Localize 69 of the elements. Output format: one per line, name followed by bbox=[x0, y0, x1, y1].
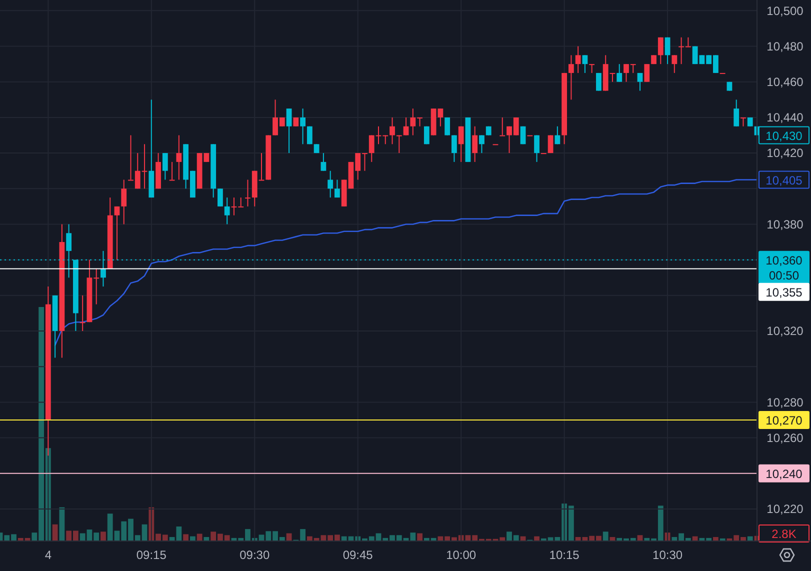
candlestick bbox=[644, 64, 650, 82]
data-label: 10,405 bbox=[766, 173, 803, 188]
candlestick bbox=[658, 36, 664, 65]
y-tick-label: 10,280 bbox=[766, 395, 804, 410]
y-tick-label: 10,320 bbox=[766, 324, 804, 338]
x-tick-label: 10:30 bbox=[652, 548, 683, 562]
candlestick bbox=[664, 36, 670, 65]
text: 2.8K bbox=[772, 527, 796, 542]
x-tick-label: 09:45 bbox=[342, 548, 374, 562]
candlestick bbox=[286, 108, 292, 154]
candlestick bbox=[121, 179, 127, 225]
candlestick bbox=[245, 179, 250, 207]
candlestick bbox=[169, 161, 175, 181]
candlestick bbox=[534, 134, 540, 162]
candlestick bbox=[390, 116, 395, 145]
bar bbox=[417, 533, 422, 541]
candlestick bbox=[334, 179, 340, 198]
bar bbox=[100, 532, 106, 541]
candlestick bbox=[637, 72, 643, 92]
ref-line-label: 10,270 bbox=[766, 414, 803, 428]
candlestick bbox=[734, 99, 740, 127]
ref-line-label: 10,360 00:50 bbox=[766, 254, 803, 283]
candlestick bbox=[328, 170, 334, 198]
x-tick-label: 10:15 bbox=[549, 548, 580, 562]
candlestick bbox=[568, 54, 574, 100]
bar bbox=[183, 534, 189, 541]
candlestick bbox=[320, 152, 326, 172]
candlestick bbox=[452, 134, 457, 162]
bar bbox=[602, 532, 608, 541]
candlestick bbox=[114, 206, 120, 260]
bar bbox=[52, 524, 58, 541]
line-series bbox=[54, 179, 758, 346]
candlestick bbox=[162, 152, 168, 180]
candlestick bbox=[616, 64, 622, 82]
y-tick-label: 10,460 bbox=[766, 75, 804, 90]
candlestick bbox=[458, 126, 464, 162]
candlestick bbox=[672, 54, 678, 74]
y-tick-label: 10,500 bbox=[766, 4, 804, 18]
bar bbox=[713, 537, 718, 541]
candlestick bbox=[575, 46, 581, 74]
text: 10,430 bbox=[766, 128, 802, 143]
candlestick bbox=[596, 72, 602, 92]
x-tick-label: 09:15 bbox=[136, 548, 167, 562]
candlestick bbox=[224, 197, 230, 225]
y-tick-label: 10,440 bbox=[766, 110, 804, 125]
candlestick bbox=[582, 54, 588, 74]
candlestick bbox=[218, 188, 223, 207]
y-tick-label: 10,380 bbox=[766, 217, 804, 232]
y-tick-label: 10,420 bbox=[766, 146, 804, 160]
x-tick-label: 09:30 bbox=[240, 548, 270, 562]
x-tick-label: 4 bbox=[44, 548, 52, 562]
y-tick-label: 10,480 bbox=[766, 39, 804, 54]
x-tick-label: 10:00 bbox=[446, 548, 476, 562]
candlestick bbox=[479, 134, 484, 154]
candlestick bbox=[396, 134, 402, 154]
bar bbox=[196, 534, 202, 541]
candlestick bbox=[472, 126, 478, 162]
candlestick bbox=[444, 116, 450, 136]
ref-line-label: 10,240 bbox=[766, 467, 803, 482]
candlestick bbox=[80, 294, 86, 332]
y-tick-label: 10,220 bbox=[766, 502, 804, 516]
y-tick-label: 10,260 bbox=[766, 430, 804, 445]
candlestick bbox=[554, 126, 560, 145]
ref-line-label: 10,355 bbox=[766, 286, 803, 300]
candlestick bbox=[403, 116, 409, 136]
candlestick bbox=[500, 116, 506, 136]
candlestick bbox=[176, 134, 182, 180]
candlestick bbox=[300, 108, 306, 145]
bar bbox=[59, 507, 65, 541]
